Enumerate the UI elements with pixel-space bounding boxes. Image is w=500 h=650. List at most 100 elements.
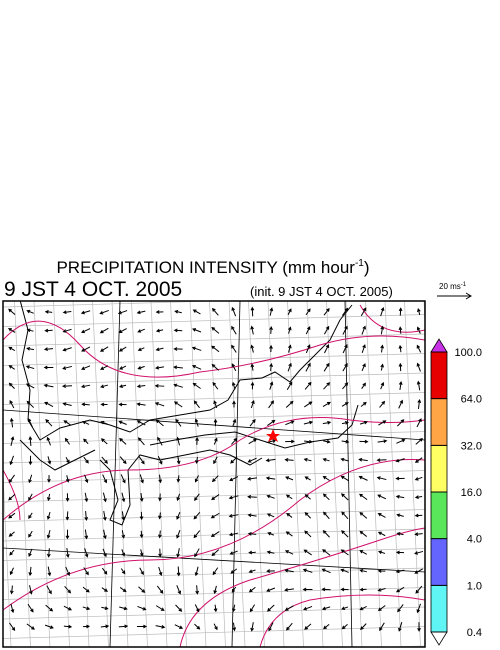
wind-arrow — [28, 566, 33, 577]
wind-arrow — [377, 439, 388, 444]
wind-arrow — [84, 511, 89, 521]
wind-arrow — [304, 512, 312, 519]
wind-arrow — [99, 327, 109, 334]
wind-arrow — [46, 436, 51, 446]
wind-arrow — [322, 475, 330, 481]
wind-arrow — [43, 365, 54, 370]
wind-arrow — [414, 568, 424, 574]
wind-arrow — [395, 550, 405, 555]
title-exponent: -1 — [355, 258, 364, 269]
wind-arrow — [395, 586, 405, 593]
wind-arrow — [9, 622, 16, 631]
title-text: PRECIPITATION INTENSITY (mm hour — [56, 258, 355, 277]
graticule — [3, 353, 425, 366]
wind-arrow — [288, 344, 292, 353]
wind-arrow — [100, 365, 109, 370]
wind-arrow — [26, 623, 35, 630]
wind-arrow — [194, 475, 199, 483]
wind-arrow — [321, 568, 331, 574]
wind-arrow — [82, 624, 91, 629]
wind-arrow — [377, 569, 386, 573]
wind-arrow — [118, 328, 127, 333]
wind-arrow — [176, 585, 182, 595]
wind-arrow — [341, 439, 350, 444]
wind-arrow — [269, 344, 273, 353]
wind-arrow — [358, 475, 368, 481]
wind-arrow — [118, 402, 127, 407]
graticule — [3, 392, 425, 405]
wind-arrow — [26, 346, 34, 351]
wind-arrow — [360, 307, 367, 317]
wind-arrow — [175, 418, 182, 427]
wind-arrow — [137, 328, 145, 333]
wind-arrow — [81, 328, 91, 334]
wind-arrow — [28, 455, 33, 466]
wind-arrow — [82, 606, 91, 611]
wind-arrow — [82, 586, 90, 593]
map-layer — [3, 301, 425, 647]
wind-arrow — [81, 402, 90, 407]
wind-arrow — [84, 529, 89, 540]
wind-arrow — [103, 529, 107, 540]
location-star — [266, 429, 280, 442]
contour — [259, 594, 425, 647]
graticule — [3, 431, 425, 444]
graticule — [3, 606, 425, 620]
wind-arrow — [416, 380, 421, 391]
wind-arrow — [47, 493, 51, 502]
graticule — [306, 301, 324, 647]
wind-arrow — [212, 381, 219, 390]
wind-arrow — [10, 603, 15, 614]
wind-arrow — [138, 456, 145, 465]
graticule — [365, 301, 382, 647]
wind-arrow — [62, 347, 72, 352]
wind-arrow — [9, 567, 14, 576]
wind-arrow — [28, 436, 33, 446]
coastline — [19, 301, 359, 526]
wind-arrow — [84, 474, 89, 484]
wind-arrow — [380, 381, 385, 390]
wind-arrow — [247, 495, 257, 499]
vector-scale-arrow — [437, 292, 472, 300]
graticule — [404, 301, 421, 647]
wind-arrow — [323, 439, 331, 444]
wind-arrow — [231, 437, 238, 445]
wind-arrow — [62, 402, 72, 407]
wind-arrow — [173, 383, 183, 388]
wind-arrow — [304, 623, 312, 630]
wind-arrow — [395, 476, 405, 481]
wind-arrow — [377, 494, 387, 500]
wind-arrow — [213, 604, 218, 613]
wind-arrow — [323, 362, 330, 372]
graticule — [3, 411, 425, 425]
wind-arrow — [269, 363, 273, 372]
graticule — [267, 301, 285, 647]
wind-arrow — [248, 438, 258, 445]
colorbar-label: 4.0 — [467, 534, 482, 546]
wind-arrow — [414, 532, 423, 537]
wind-arrow — [139, 567, 144, 576]
wind-arrow — [120, 568, 126, 575]
wind-arrow — [398, 307, 403, 316]
wind-arrow — [340, 475, 349, 482]
wind-arrow — [361, 363, 366, 372]
wind-arrow — [341, 493, 349, 501]
wind-arrow — [158, 493, 162, 502]
wind-arrow — [139, 511, 144, 521]
wind-arrow — [43, 383, 54, 388]
wind-arrow — [158, 474, 163, 484]
wind-arrow — [359, 550, 368, 555]
wind-arrow — [414, 476, 423, 481]
wind-arrow — [284, 568, 294, 573]
wind-arrow — [247, 513, 257, 518]
wind-arrow — [417, 622, 421, 632]
wind-arrow — [83, 438, 89, 445]
wind-arrow — [26, 328, 34, 333]
wind-arrow — [80, 384, 91, 389]
wind-arrow — [137, 605, 147, 611]
wind-arrow — [231, 344, 237, 353]
wind-arrow — [359, 439, 369, 444]
wind-arrow — [232, 622, 237, 632]
wind-arrow — [398, 399, 404, 409]
